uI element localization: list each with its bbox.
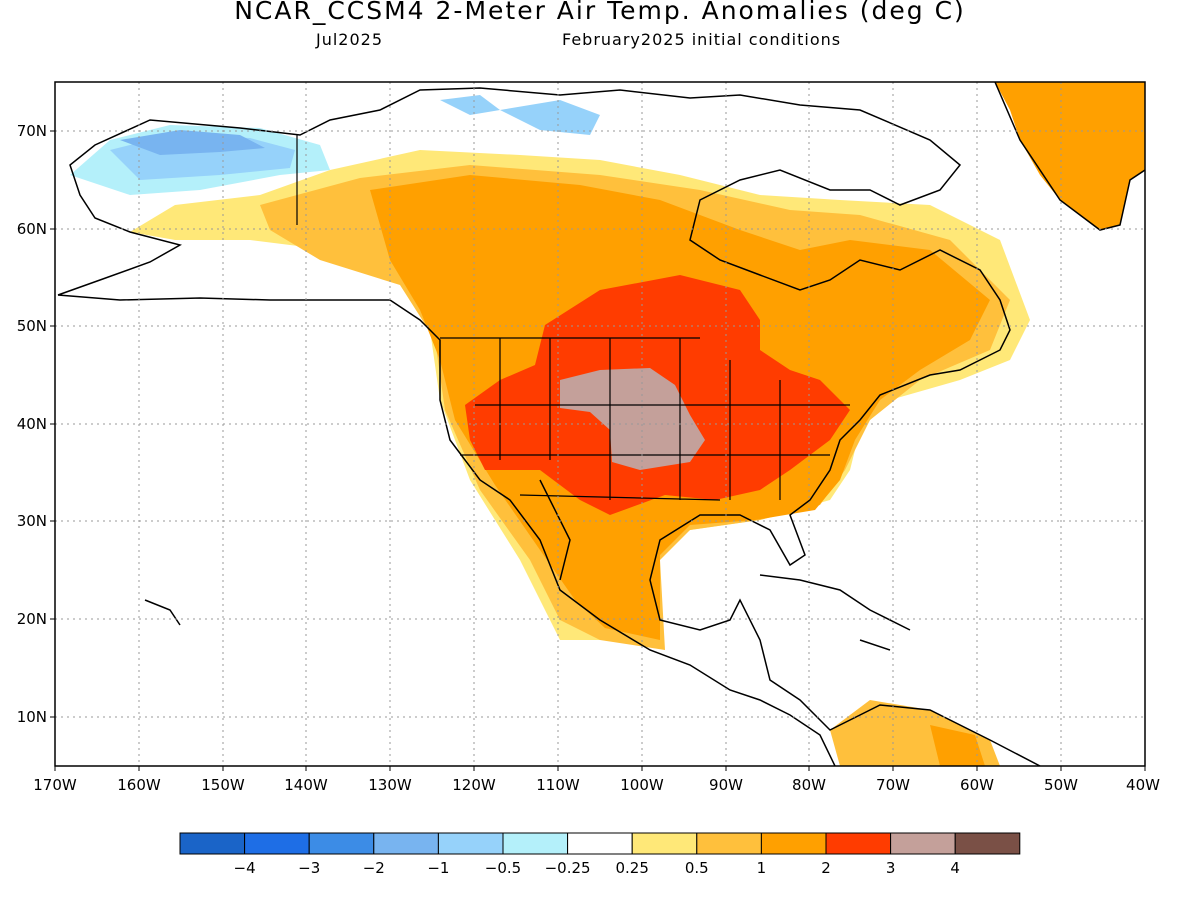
colorbar-label: −0.25 xyxy=(545,859,591,877)
chart-title: NCAR_CCSM4 2-Meter Air Temp. Anomalies (… xyxy=(234,0,966,25)
lat-label: 70N xyxy=(17,122,47,140)
axis-ticks xyxy=(50,130,1146,771)
colorbar-swatch xyxy=(502,832,569,855)
lon-label: 70W xyxy=(876,776,910,794)
lon-label: 130W xyxy=(368,776,412,794)
colorbar-swatch xyxy=(437,832,504,855)
anomaly-field xyxy=(70,82,1145,766)
anomaly-south-america-inner xyxy=(930,725,985,766)
lon-label: 100W xyxy=(620,776,664,794)
coastlines xyxy=(57,82,1145,766)
colorbar-label: −2 xyxy=(363,859,385,877)
lon-label: 120W xyxy=(452,776,496,794)
initial-conditions: February2025 initial conditions xyxy=(562,30,842,49)
lon-label: 60W xyxy=(960,776,994,794)
colorbar-label: 0.5 xyxy=(685,859,709,877)
lat-labels: 70N 60N 50N 40N 30N 20N 10N xyxy=(17,122,47,726)
colorbar-label: 4 xyxy=(950,859,960,877)
colorbar-label: −3 xyxy=(298,859,320,877)
anomaly-band-blue xyxy=(120,130,265,155)
lat-label: 30N xyxy=(17,512,47,530)
colorbar-swatch xyxy=(954,832,1021,855)
colorbar-swatch xyxy=(696,832,762,855)
colorbar-swatch xyxy=(631,832,698,855)
colorbar-swatch xyxy=(760,832,827,855)
anomaly-band-tan xyxy=(560,368,705,470)
lon-label: 90W xyxy=(709,776,743,794)
lon-label: 170W xyxy=(33,776,77,794)
colorbar-label: 1 xyxy=(757,859,767,877)
colorbar-label: −1 xyxy=(427,859,449,877)
lon-label: 50W xyxy=(1044,776,1078,794)
colorbar-label: −0.5 xyxy=(485,859,521,877)
lon-labels: 170W 160W 150W 140W 130W 120W 110W 100W … xyxy=(33,776,1160,794)
lon-label: 110W xyxy=(536,776,580,794)
lat-label: 50N xyxy=(17,317,47,335)
colorbar-swatch xyxy=(179,832,246,855)
colorbar-swatch xyxy=(567,832,633,855)
colorbar-swatch xyxy=(890,832,956,855)
lat-label: 40N xyxy=(17,415,47,433)
valid-month: Jul2025 xyxy=(316,30,384,49)
colorbar-label: −4 xyxy=(234,859,256,877)
lon-label: 40W xyxy=(1126,776,1160,794)
colorbar-label: 2 xyxy=(821,859,831,877)
borders xyxy=(296,135,850,501)
colorbar-swatch xyxy=(244,832,310,855)
gridlines xyxy=(55,82,1145,766)
anomaly-arctic-blue xyxy=(440,95,600,135)
lat-label: 20N xyxy=(17,610,47,628)
lon-label: 80W xyxy=(792,776,826,794)
colorbar-swatch xyxy=(308,832,375,855)
colorbar: −4 −3 −2 −1 −0.5 −0.25 0.25 0.5 1 2 3 4 xyxy=(179,832,1021,877)
lon-label: 140W xyxy=(284,776,328,794)
lat-label: 60N xyxy=(17,220,47,238)
colorbar-swatch xyxy=(825,832,892,855)
anomaly-greenland xyxy=(995,82,1145,230)
colorbar-swatch xyxy=(373,832,439,855)
lat-label: 10N xyxy=(17,708,47,726)
lon-label: 150W xyxy=(201,776,245,794)
colorbar-label: 3 xyxy=(886,859,896,877)
colorbar-label: 0.25 xyxy=(615,859,648,877)
lon-label: 160W xyxy=(117,776,161,794)
